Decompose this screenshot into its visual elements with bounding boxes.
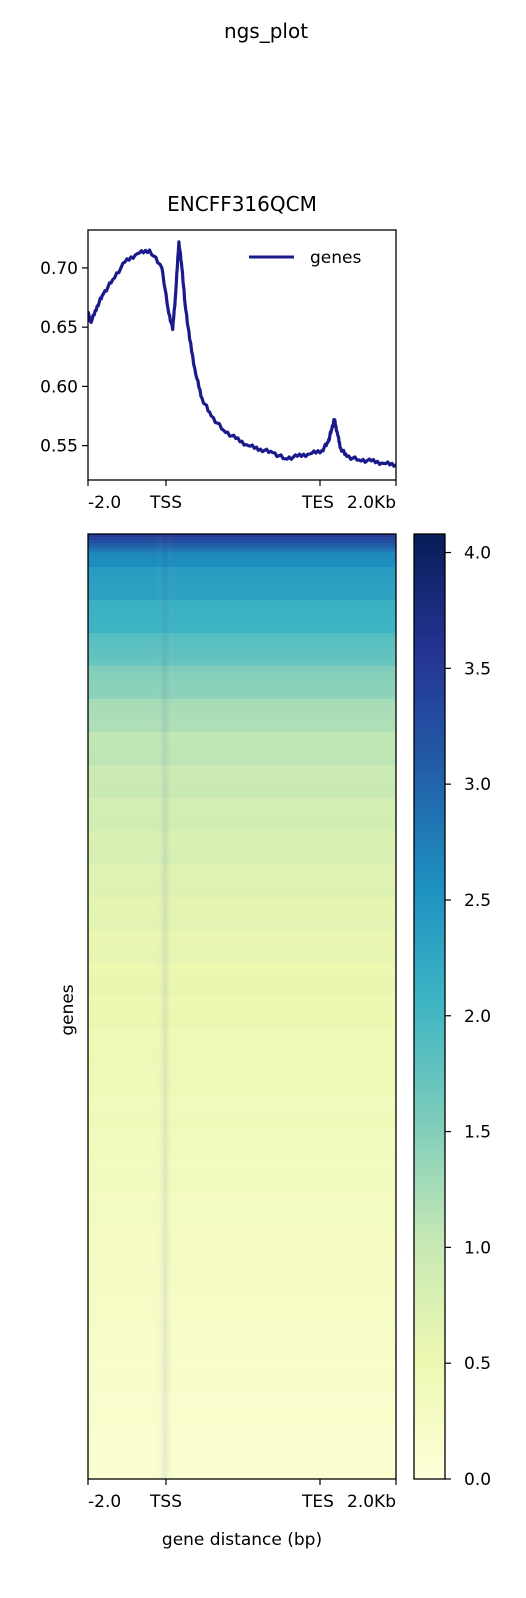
colorbar-tick-label: 3.5 — [464, 659, 491, 679]
profile-series-line — [88, 240, 396, 468]
legend-label-genes: genes — [310, 248, 361, 268]
profile-x-tick-label: TSS — [149, 493, 182, 513]
heatmap-x-axis: -2.0 TSS TES 2.0Kb — [87, 1479, 397, 1512]
profile-y-tick-label: 0.70 — [40, 259, 78, 279]
colorbar-tick-label: 0.5 — [464, 1354, 491, 1374]
colorbar: 0.0 0.5 1.0 1.5 2.0 2.5 3.0 3.5 4.0 — [413, 533, 491, 1490]
profile-panel: ENCFF316QCM 0.55 0.60 0.65 0.70 -2.0 TSS TES 2… — [40, 192, 397, 513]
colorbar-gradient — [413, 533, 446, 1480]
profile-y-axis: 0.55 0.60 0.65 0.70 — [40, 259, 88, 457]
figure-suptitle: ngs_plot — [224, 19, 308, 43]
heatmap-axes-frame — [87, 533, 397, 1480]
profile-title: ENCFF316QCM — [167, 192, 317, 216]
heatmap-panel: -2.0 TSS TES 2.0Kb gene distance (bp) genes — [58, 533, 397, 1550]
profile-y-tick-label: 0.60 — [40, 377, 78, 397]
heatmap-ylabel: genes — [58, 984, 78, 1035]
heatmap-tss-column — [88, 534, 396, 1479]
profile-legend: genes — [249, 248, 361, 268]
colorbar-tick-label: 1.5 — [464, 1123, 491, 1143]
profile-y-tick-label: 0.65 — [40, 318, 78, 338]
heatmap-x-tick-label: -2.0 — [88, 1492, 121, 1512]
colorbar-axis: 0.0 0.5 1.0 1.5 2.0 2.5 3.0 3.5 4.0 — [445, 544, 491, 1490]
colorbar-tick-label: 1.0 — [464, 1238, 491, 1258]
heatmap-x-tick-label: TSS — [149, 1492, 182, 1512]
colorbar-tick-label: 3.0 — [464, 775, 491, 795]
colorbar-tick-label: 2.5 — [464, 891, 491, 911]
profile-x-tick-label: TES — [301, 493, 334, 513]
profile-x-axis: -2.0 TSS TES 2.0Kb — [87, 480, 397, 513]
colorbar-tick-label: 4.0 — [464, 544, 491, 564]
colorbar-tick-label: 2.0 — [464, 1007, 491, 1027]
profile-axes-frame — [87, 229, 397, 481]
profile-y-tick-label: 0.55 — [40, 437, 78, 457]
heatmap-xlabel: gene distance (bp) — [162, 1530, 322, 1550]
heatmap-x-tick-label: 2.0Kb — [347, 1492, 396, 1512]
heatmap-x-tick-label: TES — [301, 1492, 334, 1512]
profile-x-tick-label: 2.0Kb — [347, 493, 396, 513]
profile-x-tick-label: -2.0 — [88, 493, 121, 513]
colorbar-tick-label: 0.0 — [464, 1470, 491, 1490]
